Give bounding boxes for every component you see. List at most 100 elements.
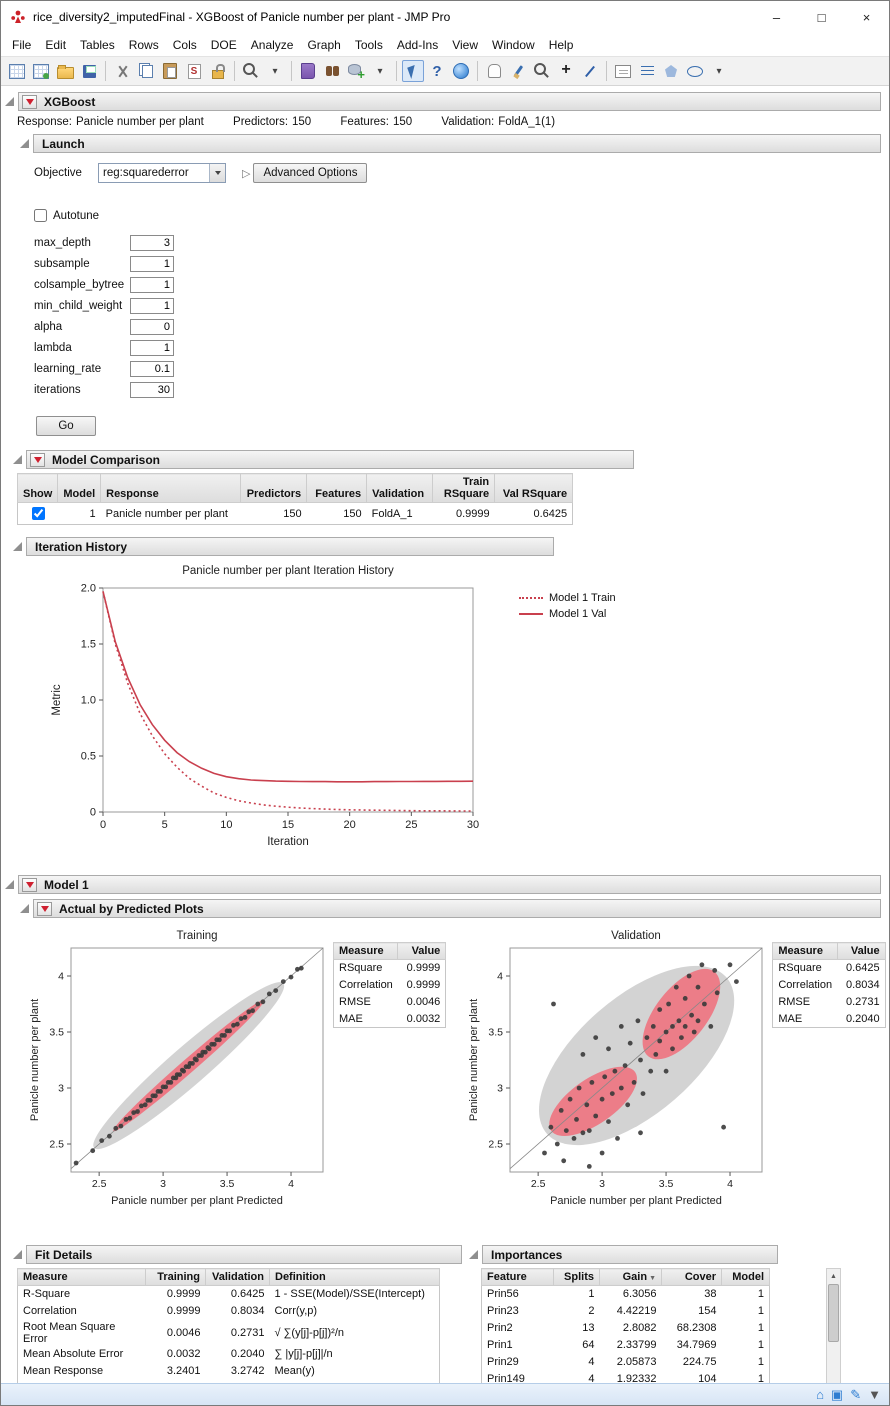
disclosure-triangle-icon[interactable] <box>5 97 14 106</box>
column-header-validation[interactable]: Validation <box>366 473 434 503</box>
column-header-cover[interactable]: Cover <box>661 1268 722 1286</box>
column-header-model[interactable]: Model <box>57 473 102 503</box>
tools-caret-icon[interactable] <box>708 60 730 82</box>
search-icon[interactable] <box>240 60 262 82</box>
edit-pencil-icon[interactable]: ✎ <box>850 1387 862 1402</box>
column-header-predictors[interactable]: Predictors <box>240 473 308 503</box>
column-header-value[interactable]: Value <box>836 942 886 960</box>
column-header-feature[interactable]: Feature <box>481 1268 554 1286</box>
column-header-model[interactable]: Model <box>721 1268 770 1286</box>
objective-dropdown[interactable]: reg:squarederror <box>98 163 226 183</box>
menu-help[interactable]: Help <box>548 37 574 52</box>
grabber-hand-icon[interactable] <box>483 60 505 82</box>
column-header-gain[interactable]: Gain ▼ <box>599 1268 662 1286</box>
line-tool-icon[interactable] <box>636 60 658 82</box>
menu-cols[interactable]: Cols <box>172 37 197 52</box>
preferences-icon[interactable] <box>321 60 343 82</box>
maximize-button[interactable]: □ <box>817 9 826 25</box>
combo-caret-icon[interactable] <box>209 164 225 182</box>
menu-view[interactable]: View <box>452 37 478 52</box>
cut-icon[interactable] <box>111 60 133 82</box>
menu-add-ins[interactable]: Add-Ins <box>396 37 439 52</box>
advanced-options-button[interactable]: Advanced Options <box>253 163 368 183</box>
max-depth-input[interactable] <box>130 234 174 251</box>
arrow-cursor-icon[interactable] <box>402 60 424 82</box>
menu-tables[interactable]: Tables <box>80 37 115 52</box>
colsample-bytree-input[interactable] <box>130 276 174 293</box>
status-caret-icon[interactable]: ▼ <box>868 1387 881 1402</box>
column-header-measure[interactable]: Measure <box>332 942 399 960</box>
column-header-validation[interactable]: Validation <box>205 1268 270 1286</box>
column-header-measure[interactable]: Measure <box>17 1268 146 1286</box>
search-caret-icon[interactable] <box>264 60 286 82</box>
paste-icon[interactable] <box>159 60 181 82</box>
disclosure-triangle-icon[interactable] <box>20 904 29 913</box>
brush-icon[interactable] <box>507 60 529 82</box>
group-caret-icon[interactable] <box>369 60 391 82</box>
column-header-measure[interactable]: Measure <box>772 942 838 960</box>
menu-analyze[interactable]: Analyze <box>250 37 294 52</box>
red-triangle-menu-icon[interactable] <box>22 94 37 109</box>
open-icon[interactable] <box>54 60 76 82</box>
copy-icon[interactable] <box>135 60 157 82</box>
menu-rows[interactable]: Rows <box>128 37 159 52</box>
oval-tool-icon[interactable] <box>684 60 706 82</box>
menu-file[interactable]: File <box>12 37 32 52</box>
scroll-up-icon[interactable]: ▲ <box>830 1272 837 1280</box>
go-button[interactable]: Go <box>36 416 96 436</box>
iterations-input[interactable] <box>130 381 174 398</box>
autotune-checkbox[interactable] <box>34 209 47 222</box>
save-icon[interactable] <box>78 60 100 82</box>
column-header-show[interactable]: Show <box>16 473 59 503</box>
learning-rate-input[interactable] <box>130 360 174 377</box>
menu-edit[interactable]: Edit <box>45 37 67 52</box>
journal-icon[interactable] <box>297 60 319 82</box>
svg-text:30: 30 <box>467 819 479 831</box>
min-child-weight-input[interactable] <box>130 297 174 314</box>
importances-scrollbar[interactable]: ▲ ▼ <box>826 1268 841 1383</box>
column-header-val-rsquare[interactable]: Val RSquare <box>494 473 574 503</box>
red-triangle-menu-icon[interactable] <box>22 877 37 892</box>
menu-graph[interactable]: Graph <box>307 37 341 52</box>
red-triangle-menu-icon[interactable] <box>30 452 45 467</box>
lasso-icon[interactable] <box>579 60 601 82</box>
lambda-input[interactable] <box>130 339 174 356</box>
minimize-button[interactable]: – <box>772 9 781 25</box>
menu-doe[interactable]: DOE <box>210 37 237 52</box>
disclosure-triangle-icon[interactable] <box>469 1250 478 1259</box>
annotate-icon[interactable] <box>612 60 634 82</box>
new-journal-icon[interactable] <box>30 60 52 82</box>
disclosure-triangle-icon[interactable] <box>5 880 14 889</box>
disclosure-triangle-icon[interactable] <box>20 139 29 148</box>
column-header-features[interactable]: Features <box>306 473 368 503</box>
column-header-definition[interactable]: Definition <box>269 1268 440 1286</box>
help-icon[interactable] <box>426 60 448 82</box>
crosshair-icon[interactable] <box>555 60 577 82</box>
add-data-icon[interactable] <box>345 60 367 82</box>
alpha-input[interactable] <box>130 318 174 335</box>
new-data-table-icon[interactable] <box>6 60 28 82</box>
column-header-train-rsquare[interactable]: Train RSquare <box>432 473 496 503</box>
browser-icon[interactable] <box>450 60 472 82</box>
menu-window[interactable]: Window <box>492 37 535 52</box>
advanced-options-disclosure-icon[interactable]: ▷ <box>242 167 251 180</box>
show-checkbox[interactable] <box>31 507 45 520</box>
polygon-tool-icon[interactable] <box>660 60 682 82</box>
subsample-input[interactable] <box>130 255 174 272</box>
lock-icon[interactable] <box>207 60 229 82</box>
disclosure-triangle-icon[interactable] <box>13 455 22 464</box>
magnifier-icon[interactable] <box>531 60 553 82</box>
column-header-response[interactable]: Response <box>100 473 242 503</box>
window-grid-icon[interactable]: ▣ <box>830 1387 844 1402</box>
close-button[interactable]: × <box>862 9 871 25</box>
home-icon[interactable]: ⌂ <box>816 1387 824 1402</box>
scroll-thumb[interactable] <box>828 1284 839 1342</box>
menu-tools[interactable]: Tools <box>354 37 383 52</box>
red-triangle-menu-icon[interactable] <box>37 901 52 916</box>
disclosure-triangle-icon[interactable] <box>13 1250 22 1259</box>
column-header-value[interactable]: Value <box>397 942 447 960</box>
column-header-training[interactable]: Training <box>145 1268 206 1286</box>
column-header-splits[interactable]: Splits <box>553 1268 600 1286</box>
disclosure-triangle-icon[interactable] <box>13 542 22 551</box>
run-script-icon[interactable] <box>183 60 205 82</box>
